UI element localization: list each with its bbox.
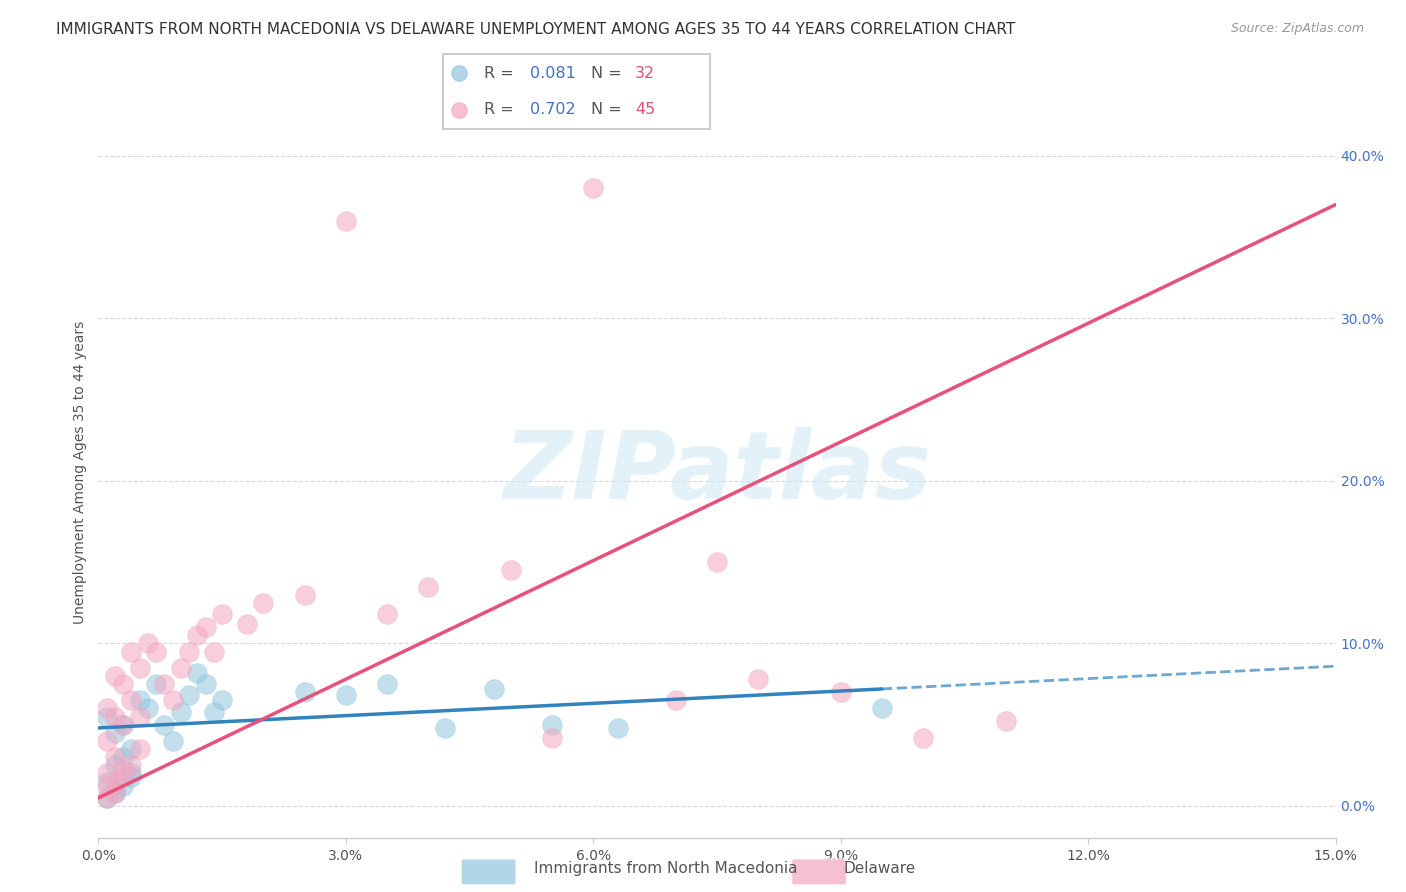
- Point: [96, 780, 118, 794]
- Text: ZIPatlas: ZIPatlas: [503, 426, 931, 519]
- Point: [582, 181, 605, 195]
- Point: [170, 661, 193, 675]
- Text: R =: R =: [484, 66, 519, 81]
- Text: 45: 45: [636, 102, 655, 117]
- Point: [335, 689, 357, 703]
- Point: [120, 742, 142, 756]
- Point: [541, 717, 564, 731]
- Point: [104, 726, 127, 740]
- Point: [104, 709, 127, 723]
- Point: [335, 214, 357, 228]
- Text: R =: R =: [484, 102, 519, 117]
- Point: [153, 677, 176, 691]
- Point: [499, 563, 522, 577]
- Point: [104, 758, 127, 772]
- Point: [128, 742, 150, 756]
- Point: [120, 693, 142, 707]
- Point: [870, 701, 893, 715]
- Point: [104, 786, 127, 800]
- Point: [994, 714, 1017, 729]
- Point: [375, 607, 398, 622]
- Point: [607, 721, 630, 735]
- Point: [912, 731, 935, 745]
- Point: [179, 644, 201, 658]
- Point: [202, 705, 225, 719]
- Point: [236, 616, 259, 631]
- Point: [194, 677, 217, 691]
- Point: [120, 758, 142, 772]
- Point: [128, 661, 150, 675]
- Point: [162, 693, 184, 707]
- Point: [112, 677, 135, 691]
- Point: [194, 620, 217, 634]
- Point: [170, 705, 193, 719]
- Point: [112, 763, 135, 777]
- Point: [96, 734, 118, 748]
- Point: [104, 750, 127, 764]
- Point: [433, 721, 456, 735]
- Point: [375, 677, 398, 691]
- Text: 0.081: 0.081: [530, 66, 575, 81]
- Point: [120, 766, 142, 780]
- Point: [747, 672, 769, 686]
- Point: [104, 774, 127, 789]
- Point: [162, 734, 184, 748]
- Point: [120, 770, 142, 784]
- Text: Immigrants from North Macedonia: Immigrants from North Macedonia: [534, 861, 797, 876]
- Point: [96, 701, 118, 715]
- Point: [128, 709, 150, 723]
- Point: [112, 717, 135, 731]
- Point: [706, 555, 728, 569]
- Point: [418, 580, 440, 594]
- Point: [665, 693, 688, 707]
- Text: 0.702: 0.702: [530, 102, 575, 117]
- Point: [484, 681, 506, 696]
- Point: [153, 717, 176, 731]
- Point: [112, 717, 135, 731]
- Point: [136, 636, 159, 650]
- Point: [112, 780, 135, 794]
- Point: [96, 774, 118, 789]
- Point: [179, 689, 201, 703]
- Point: [120, 644, 142, 658]
- Text: IMMIGRANTS FROM NORTH MACEDONIA VS DELAWARE UNEMPLOYMENT AMONG AGES 35 TO 44 YEA: IMMIGRANTS FROM NORTH MACEDONIA VS DELAW…: [56, 22, 1015, 37]
- Text: N =: N =: [591, 102, 627, 117]
- Text: Source: ZipAtlas.com: Source: ZipAtlas.com: [1230, 22, 1364, 36]
- Point: [96, 709, 118, 723]
- Point: [104, 786, 127, 800]
- Point: [830, 685, 852, 699]
- Point: [186, 628, 208, 642]
- Point: [112, 770, 135, 784]
- Point: [145, 644, 167, 658]
- Point: [104, 782, 127, 797]
- Point: [202, 644, 225, 658]
- Point: [294, 685, 316, 699]
- Point: [145, 677, 167, 691]
- Point: [186, 665, 208, 680]
- Point: [541, 731, 564, 745]
- Y-axis label: Unemployment Among Ages 35 to 44 years: Unemployment Among Ages 35 to 44 years: [73, 321, 87, 624]
- Point: [112, 750, 135, 764]
- Point: [252, 596, 274, 610]
- Point: [96, 790, 118, 805]
- Point: [96, 790, 118, 805]
- Point: [136, 701, 159, 715]
- Point: [96, 766, 118, 780]
- Point: [104, 669, 127, 683]
- Point: [128, 693, 150, 707]
- Point: [211, 607, 233, 622]
- Text: 32: 32: [636, 66, 655, 81]
- Text: N =: N =: [591, 66, 627, 81]
- Text: Delaware: Delaware: [844, 861, 915, 876]
- Point: [211, 693, 233, 707]
- Point: [294, 588, 316, 602]
